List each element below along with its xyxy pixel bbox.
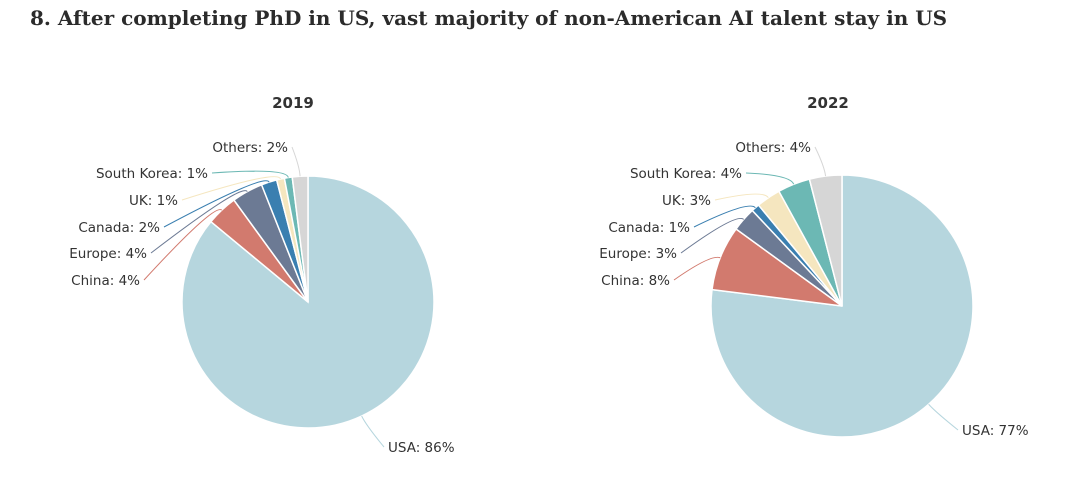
slice-label-south-korea-2019: South Korea: 1% <box>96 166 208 182</box>
pie-title-2019: 2019 <box>272 94 314 112</box>
pie-slice-others-2019 <box>291 175 309 303</box>
pie-slices-2022 <box>710 174 974 438</box>
slice-label-others-2019: Others: 2% <box>212 140 288 156</box>
pie-labels-2022: USA: 77% China: 8% Europe: 3% Canada: 1% UK:… <box>599 140 1028 439</box>
connector-line-usa-2022 <box>928 403 959 431</box>
slice-label-china-2019: China: 4% <box>71 273 140 289</box>
slice-label-canada-2019: Canada: 2% <box>78 220 160 236</box>
slice-label-uk-2019: UK: 1% <box>129 193 178 209</box>
slice-label-china-2022: China: 8% <box>601 273 670 289</box>
connector-line-south-korea-2022 <box>745 172 795 185</box>
pie-chart-2022: 2022 USA: 77% China: 8% Europe: 3% Canada: … <box>599 94 1028 439</box>
pie-labels-2019: USA: 86% China: 4% Europe: 4% Canada: 2% UK:… <box>69 140 454 456</box>
connector-line-europe-2022 <box>680 217 745 254</box>
slice-label-others-2022: Others: 4% <box>735 140 811 156</box>
connector-line-uk-2022 <box>714 193 769 201</box>
connector-line-china-2019 <box>143 209 223 281</box>
slice-label-europe-2022: Europe: 3% <box>599 246 677 262</box>
slice-label-south-korea-2022: South Korea: 4% <box>630 166 742 182</box>
connector-line-canada-2022 <box>693 205 756 228</box>
slice-label-canada-2022: Canada: 1% <box>608 220 690 236</box>
slice-label-europe-2019: Europe: 4% <box>69 246 147 262</box>
connector-line-others-2022 <box>814 146 827 177</box>
connector-line-europe-2019 <box>150 190 248 254</box>
connector-line-canada-2019 <box>163 180 270 228</box>
connector-line-south-korea-2019 <box>211 170 289 178</box>
connector-line-china-2022 <box>673 256 721 281</box>
pie-slice-others-2022 <box>808 174 843 307</box>
slice-label-uk-2022: UK: 3% <box>662 193 711 209</box>
connector-line-uk-2019 <box>181 176 282 201</box>
slice-label-usa-2022: USA: 77% <box>962 423 1029 439</box>
connector-line-usa-2019 <box>361 415 385 448</box>
pie-slices-2019 <box>181 175 435 429</box>
page-title: 8. After completing PhD in US, vast majo… <box>30 6 948 30</box>
connector-line-others-2019 <box>291 146 301 177</box>
pie-chart-2019: 2019 USA: 86% China: 4% Europe: 4% Canada: … <box>69 94 454 456</box>
pie-title-2022: 2022 <box>807 94 849 112</box>
slice-label-usa-2019: USA: 86% <box>388 440 455 456</box>
